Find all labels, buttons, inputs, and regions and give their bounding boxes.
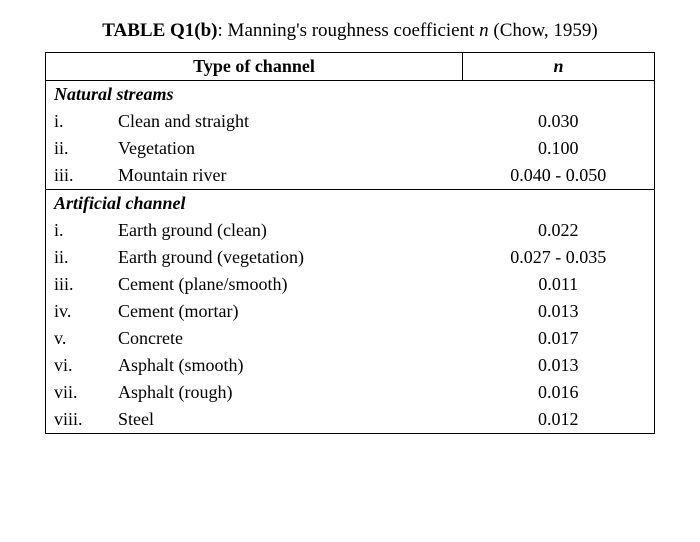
section-heading-spacer	[463, 81, 655, 109]
table-row: iv. Cement (mortar) 0.013	[46, 298, 655, 325]
section-heading: Artificial channel	[46, 190, 463, 218]
row-value: 0.011	[463, 271, 655, 298]
row-desc: Earth ground (vegetation)	[110, 244, 463, 271]
row-numeral: vi.	[46, 352, 111, 379]
row-value: 0.030	[463, 108, 655, 135]
row-desc: Cement (plane/smooth)	[110, 271, 463, 298]
row-numeral: iii.	[46, 271, 111, 298]
row-numeral: iv.	[46, 298, 111, 325]
title-desc-post: (Chow, 1959)	[489, 20, 598, 41]
section-heading-spacer	[463, 190, 655, 218]
table-row: i. Earth ground (clean) 0.022	[46, 217, 655, 244]
row-value: 0.100	[463, 135, 655, 162]
row-desc: Concrete	[110, 325, 463, 352]
row-value: 0.017	[463, 325, 655, 352]
row-value: 0.013	[463, 298, 655, 325]
table-row: vi. Asphalt (smooth) 0.013	[46, 352, 655, 379]
title-sep: :	[218, 20, 228, 41]
table-title: TABLE Q1(b): Manning's roughness coeffic…	[45, 20, 655, 42]
title-label: TABLE Q1(b)	[102, 20, 217, 41]
row-numeral: i.	[46, 108, 111, 135]
row-numeral: ii.	[46, 244, 111, 271]
row-desc: Asphalt (smooth)	[110, 352, 463, 379]
table-row: ii. Vegetation 0.100	[46, 135, 655, 162]
table-row: viii. Steel 0.012	[46, 406, 655, 434]
row-desc: Clean and straight	[110, 108, 463, 135]
table-row: i. Clean and straight 0.030	[46, 108, 655, 135]
row-value: 0.013	[463, 352, 655, 379]
row-numeral: v.	[46, 325, 111, 352]
row-value: 0.027 - 0.035	[463, 244, 655, 271]
row-desc: Steel	[110, 406, 463, 434]
row-value: 0.012	[463, 406, 655, 434]
table-row: v. Concrete 0.017	[46, 325, 655, 352]
row-numeral: vii.	[46, 379, 111, 406]
section-heading: Natural streams	[46, 81, 463, 109]
table-header-row: Type of channel n	[46, 53, 655, 81]
table-row: vii. Asphalt (rough) 0.016	[46, 379, 655, 406]
row-value: 0.040 - 0.050	[463, 162, 655, 190]
header-n: n	[463, 53, 655, 81]
row-value: 0.016	[463, 379, 655, 406]
row-numeral: i.	[46, 217, 111, 244]
row-numeral: iii.	[46, 162, 111, 190]
row-desc: Asphalt (rough)	[110, 379, 463, 406]
row-desc: Earth ground (clean)	[110, 217, 463, 244]
row-desc: Cement (mortar)	[110, 298, 463, 325]
row-desc: Vegetation	[110, 135, 463, 162]
row-numeral: ii.	[46, 135, 111, 162]
title-symbol: n	[479, 20, 489, 41]
table-row: ii. Earth ground (vegetation) 0.027 - 0.…	[46, 244, 655, 271]
section-heading-row: Natural streams	[46, 81, 655, 109]
table-row: iii. Mountain river 0.040 - 0.050	[46, 162, 655, 190]
row-numeral: viii.	[46, 406, 111, 434]
row-value: 0.022	[463, 217, 655, 244]
title-desc-pre: Manning's roughness coefficient	[228, 20, 480, 41]
table-row: iii. Cement (plane/smooth) 0.011	[46, 271, 655, 298]
header-type-of-channel: Type of channel	[46, 53, 463, 81]
roughness-table: Type of channel n Natural streams i. Cle…	[45, 52, 655, 434]
section-heading-row: Artificial channel	[46, 190, 655, 218]
row-desc: Mountain river	[110, 162, 463, 190]
